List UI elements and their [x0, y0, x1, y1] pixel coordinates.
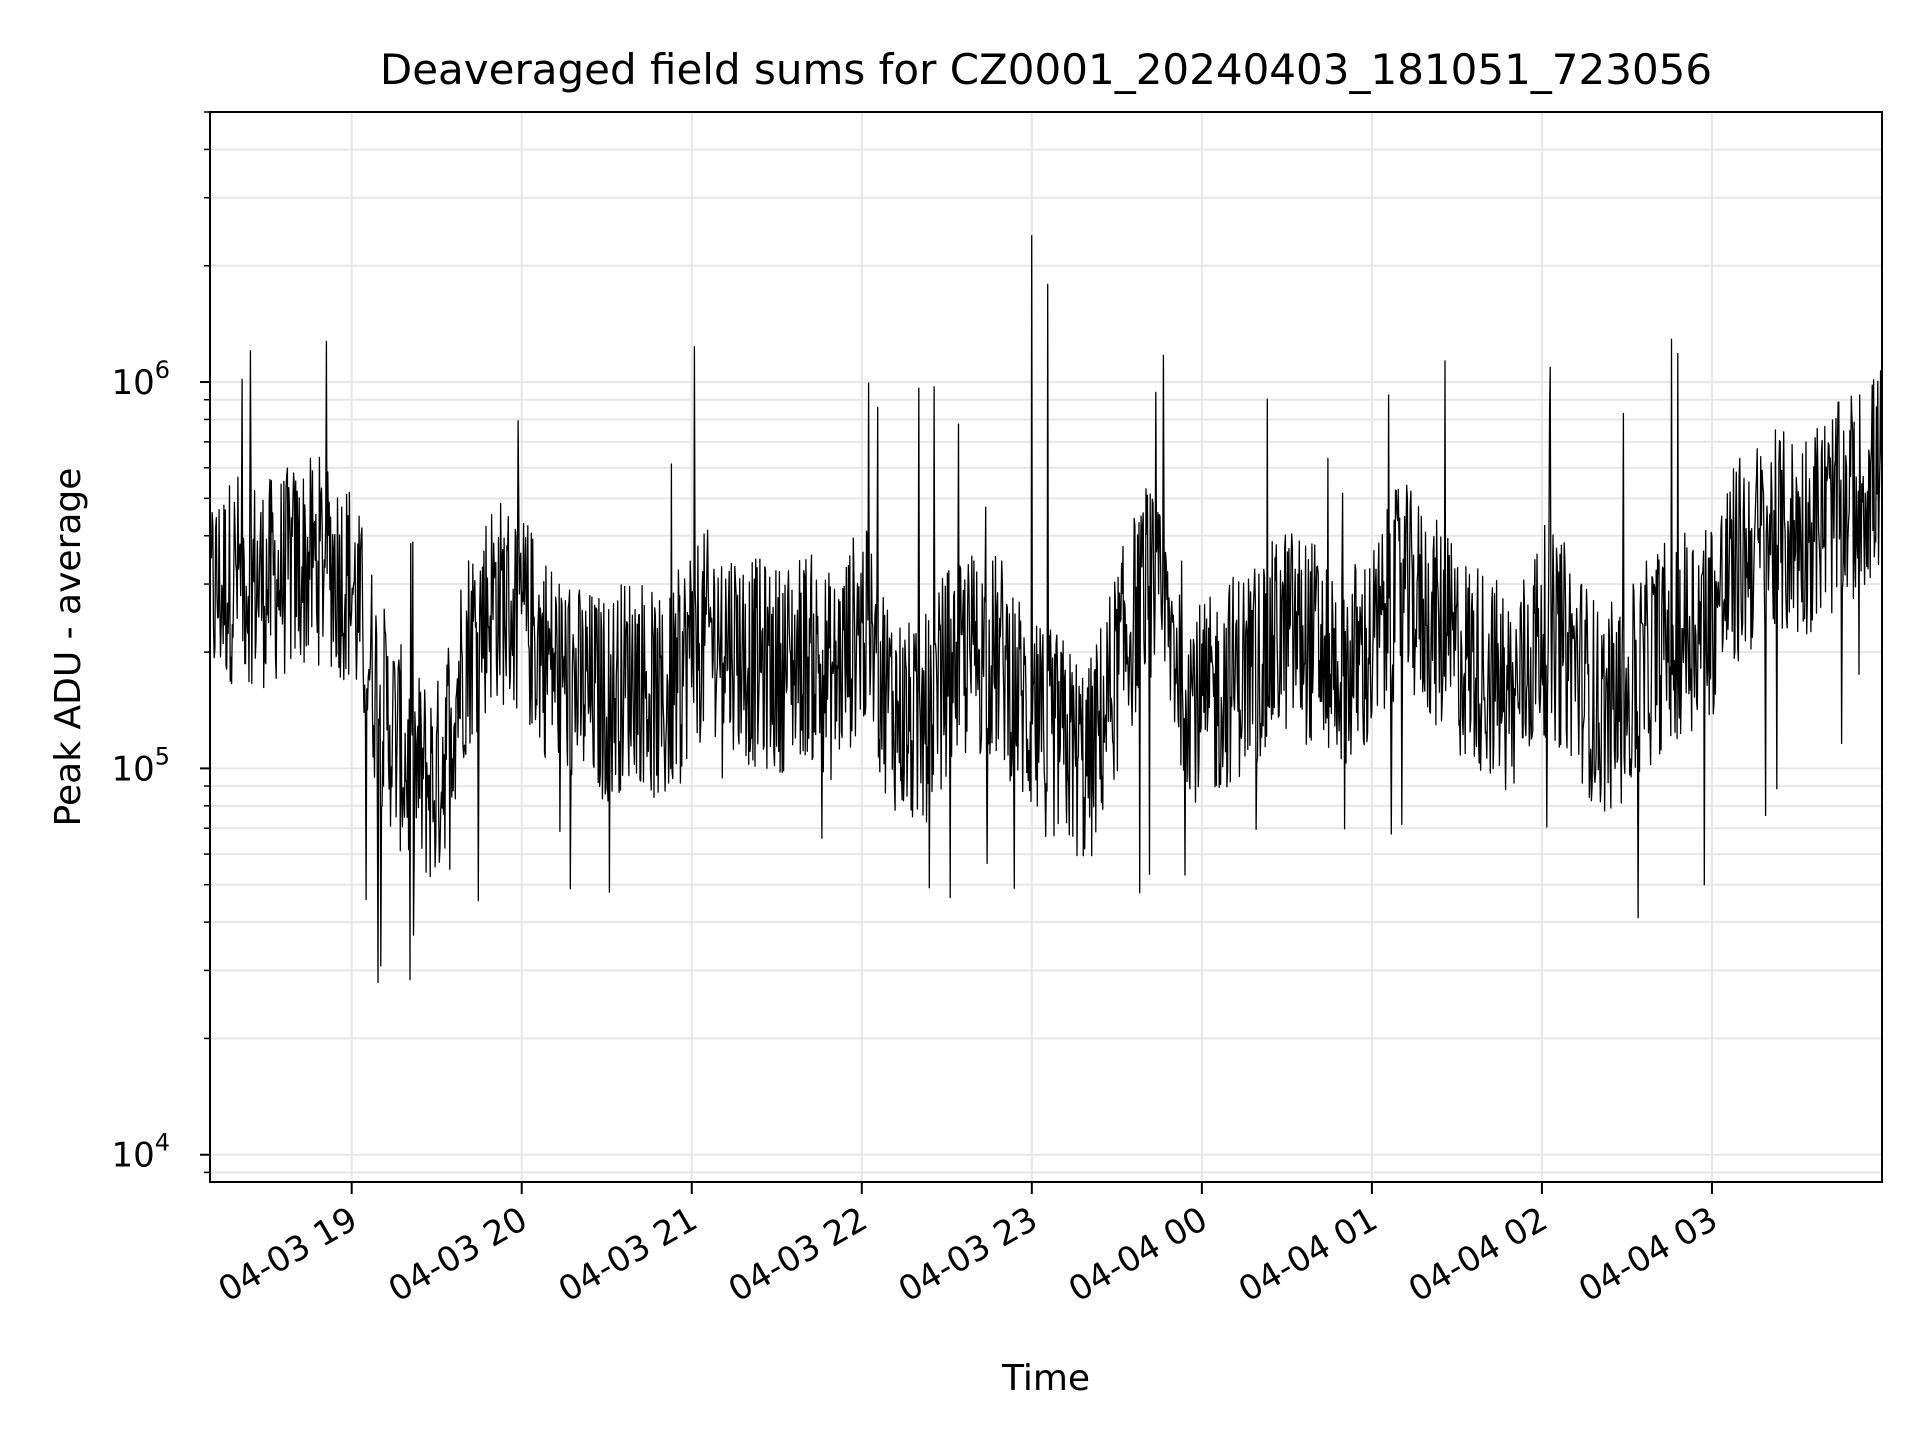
- y-tick-exponent: 4: [155, 1129, 170, 1157]
- series-line: [209, 235, 1883, 984]
- y-tick-label: 105: [111, 742, 170, 789]
- y-tick-label: 106: [111, 356, 170, 403]
- y-tick-exponent: 6: [155, 356, 170, 384]
- x-axis-label: Time: [1001, 1358, 1090, 1399]
- data-series-line: [209, 235, 1883, 984]
- y-tick-base: 10: [111, 1136, 154, 1176]
- plot-frame: [209, 111, 1883, 1183]
- y-tick-exponent: 5: [155, 742, 170, 770]
- chart-title: Deaveraged field sums for CZ0001_2024040…: [380, 45, 1712, 94]
- y-tick-label: 104: [111, 1129, 170, 1176]
- y-axis-label: Peak ADU - average: [48, 468, 89, 827]
- y-tick-base: 10: [111, 749, 154, 789]
- y-tick-base: 10: [111, 363, 154, 403]
